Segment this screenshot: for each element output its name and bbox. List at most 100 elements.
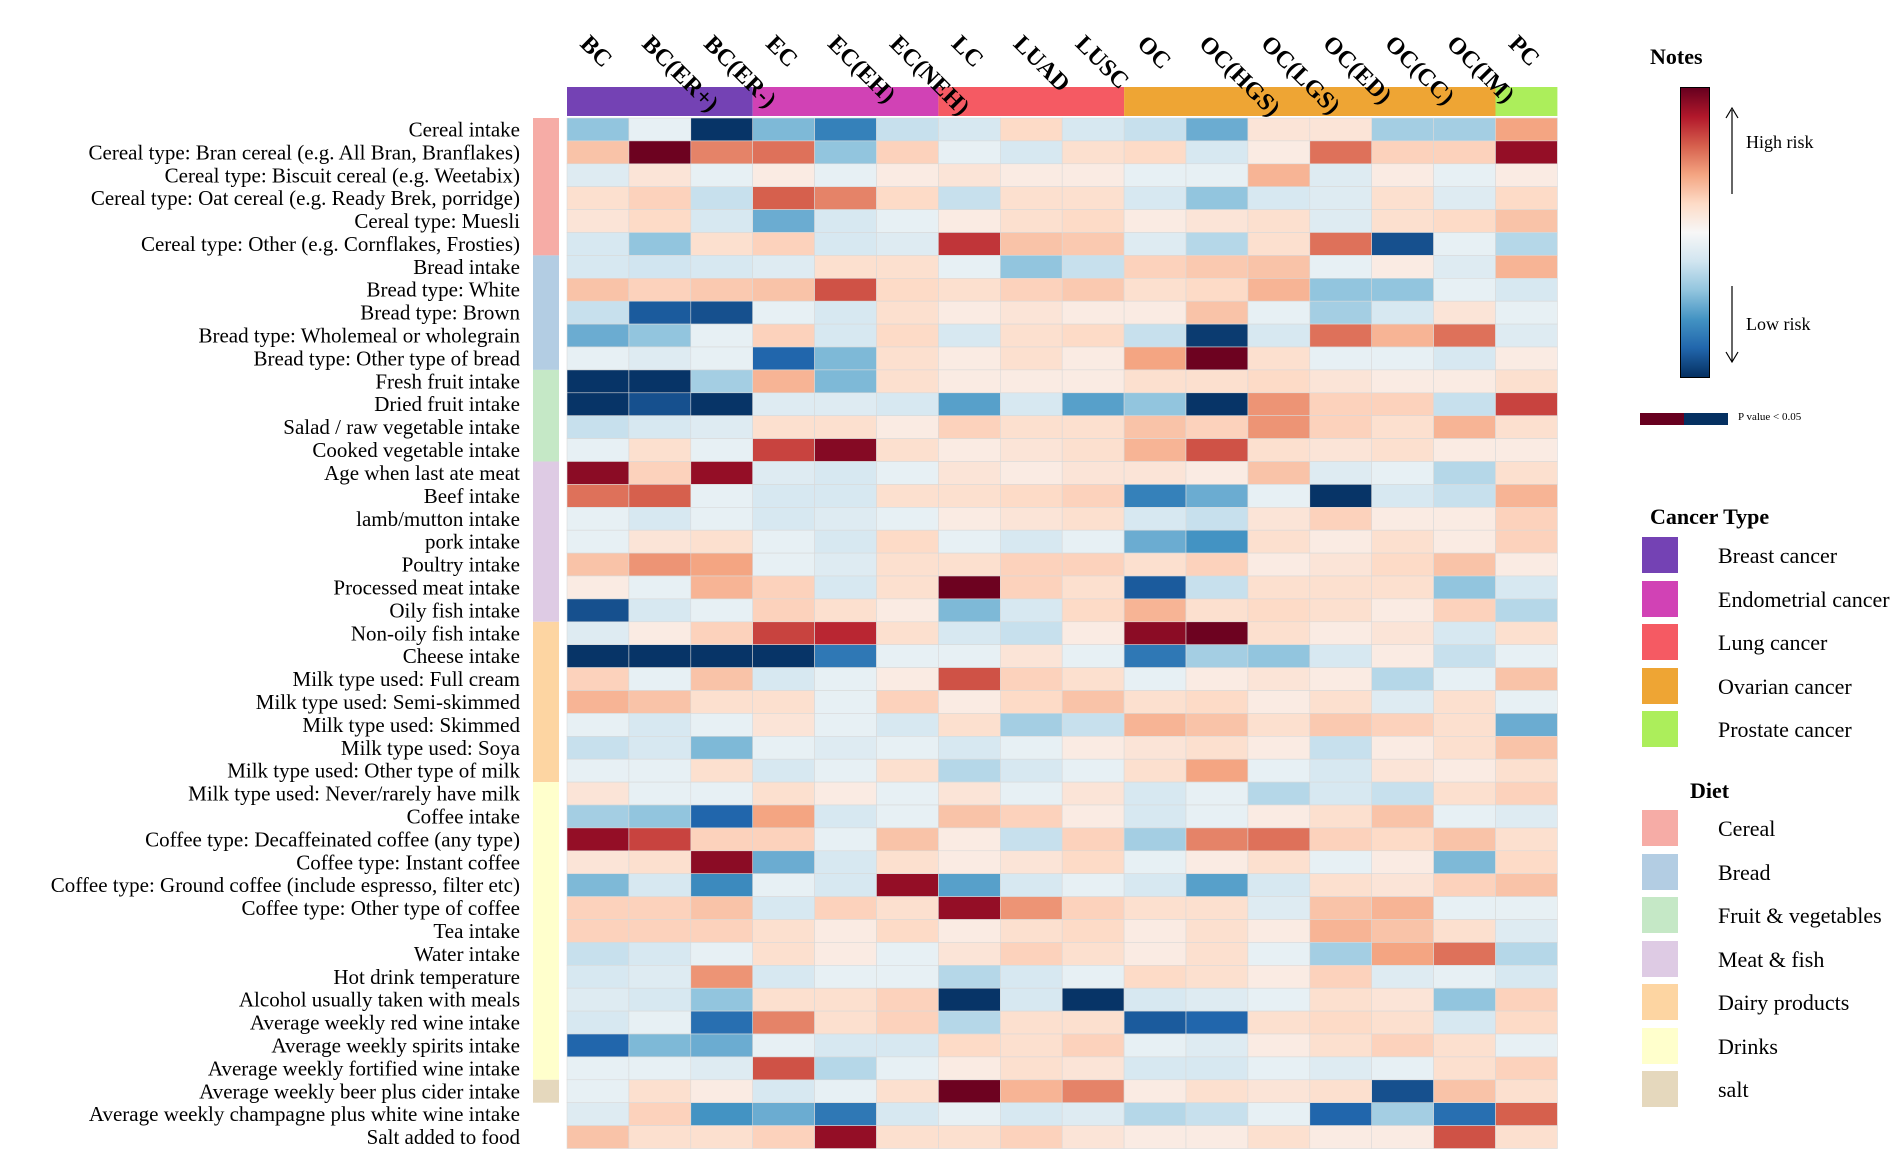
heatmap-cell: [1433, 209, 1496, 233]
heatmap-cell: [690, 1056, 753, 1081]
heatmap-cell: [814, 827, 877, 852]
heatmap-cell: [999, 461, 1063, 485]
heatmap-cell: [1061, 896, 1125, 920]
heatmap-cell: [1185, 369, 1249, 394]
heatmap-cell: [1123, 163, 1187, 188]
heatmap-cell: [999, 942, 1063, 966]
heatmap-cell: [628, 186, 692, 210]
heatmap-cell: [1123, 232, 1187, 256]
heatmap-cell: [1371, 735, 1434, 760]
heatmap-cell: [1495, 919, 1558, 943]
heatmap-cell: [1185, 850, 1249, 874]
heatmap-cell: [1061, 667, 1125, 691]
heatmap-cell: [814, 896, 877, 920]
row-label: Average weekly red wine intake: [250, 1011, 520, 1035]
heatmap-cell: [1309, 1056, 1373, 1081]
heatmap-cell: [1371, 552, 1434, 577]
heatmap-cell: [690, 369, 753, 394]
heatmap-cell: [1247, 346, 1311, 371]
heatmap-cell: [938, 644, 1001, 668]
heatmap-cell: [1061, 804, 1125, 829]
heatmap-cell: [1495, 942, 1558, 966]
heatmap-cell: [1123, 919, 1187, 943]
heatmap-cell: [1433, 232, 1496, 256]
column-group-bar: [1495, 87, 1558, 116]
row-group-bar: [533, 461, 559, 622]
heatmap-cell: [1309, 942, 1373, 966]
heatmap-cell: [628, 1033, 692, 1058]
heatmap-cell: [814, 323, 877, 348]
heatmap-cell: [1061, 621, 1125, 645]
heatmap-cell: [1061, 1033, 1125, 1058]
heatmap-cell: [1247, 186, 1311, 210]
heatmap-cell: [1185, 438, 1249, 462]
heatmap-cell: [876, 621, 939, 645]
heatmap-cell: [999, 232, 1063, 256]
notes-gradient-bar: [1680, 87, 1710, 378]
heatmap-cell: [752, 987, 815, 1012]
heatmap-cell: [876, 804, 939, 829]
legend-swatch: [1642, 580, 1678, 617]
heatmap-cell: [1247, 873, 1311, 897]
heatmap-cell: [1123, 209, 1187, 233]
heatmap-cell: [1061, 529, 1125, 554]
heatmap-cell: [1061, 919, 1125, 943]
heatmap-cell: [628, 529, 692, 554]
heatmap-cell: [1495, 392, 1558, 416]
heatmap-cell: [1061, 461, 1125, 485]
heatmap-cell: [1247, 735, 1311, 760]
heatmap-cell: [752, 1079, 815, 1104]
heatmap-cell: [999, 415, 1063, 439]
heatmap-cell: [690, 850, 753, 874]
row-label: lamb/mutton intake: [356, 507, 520, 531]
heatmap-cell: [938, 919, 1001, 943]
heatmap-cell: [690, 758, 753, 783]
heatmap-cell: [876, 1033, 939, 1058]
heatmap-cell: [1123, 552, 1187, 577]
heatmap-cell: [1185, 209, 1249, 233]
heatmap-cell: [1433, 438, 1496, 462]
heatmap-cell: [1061, 1010, 1125, 1035]
heatmap-cell: [566, 529, 630, 554]
heatmap-cell: [1123, 140, 1187, 165]
heatmap-cell: [1433, 1079, 1496, 1104]
row-label: pork intake: [425, 530, 520, 554]
legend-swatch: [1642, 711, 1678, 747]
heatmap-cell: [876, 300, 939, 325]
row-group-bar: [533, 369, 559, 462]
heatmap-cell: [1247, 506, 1311, 531]
heatmap-cell: [1123, 598, 1187, 623]
heatmap-cell: [1247, 896, 1311, 920]
heatmap-cell: [566, 644, 630, 668]
heatmap-cell: [1309, 209, 1373, 233]
row-group-bar: [533, 118, 559, 256]
heatmap-cell: [876, 140, 939, 165]
heatmap-cell: [628, 232, 692, 256]
row-label: Bread intake: [413, 255, 520, 279]
heatmap-cell: [1185, 163, 1249, 188]
heatmap-cell: [628, 964, 692, 989]
heatmap-cell: [628, 369, 692, 394]
heatmap-cell: [1495, 667, 1558, 691]
heatmap-cell: [1495, 987, 1558, 1012]
heatmap-cell: [690, 415, 753, 439]
heatmap-cell: [566, 506, 630, 531]
heatmap-cell: [1309, 575, 1373, 600]
heatmap-cell: [628, 827, 692, 852]
heatmap-cell: [938, 1010, 1001, 1035]
heatmap-cell: [1433, 163, 1496, 188]
heatmap-cell: [1247, 232, 1311, 256]
heatmap-cell: [1247, 369, 1311, 394]
heatmap-cell: [1185, 598, 1249, 623]
heatmap-cell: [1371, 369, 1434, 394]
heatmap-cell: [690, 255, 753, 279]
heatmap-cell: [1495, 186, 1558, 210]
heatmap-cell: [690, 804, 753, 829]
heatmap-cell: [876, 186, 939, 210]
heatmap-cell: [1371, 758, 1434, 783]
heatmap-cell: [999, 300, 1063, 325]
heatmap-cell: [1123, 1033, 1187, 1058]
heatmap-cell: [1309, 323, 1373, 348]
heatmap-cell: [1495, 1125, 1558, 1149]
heatmap-cell: [566, 1079, 630, 1104]
